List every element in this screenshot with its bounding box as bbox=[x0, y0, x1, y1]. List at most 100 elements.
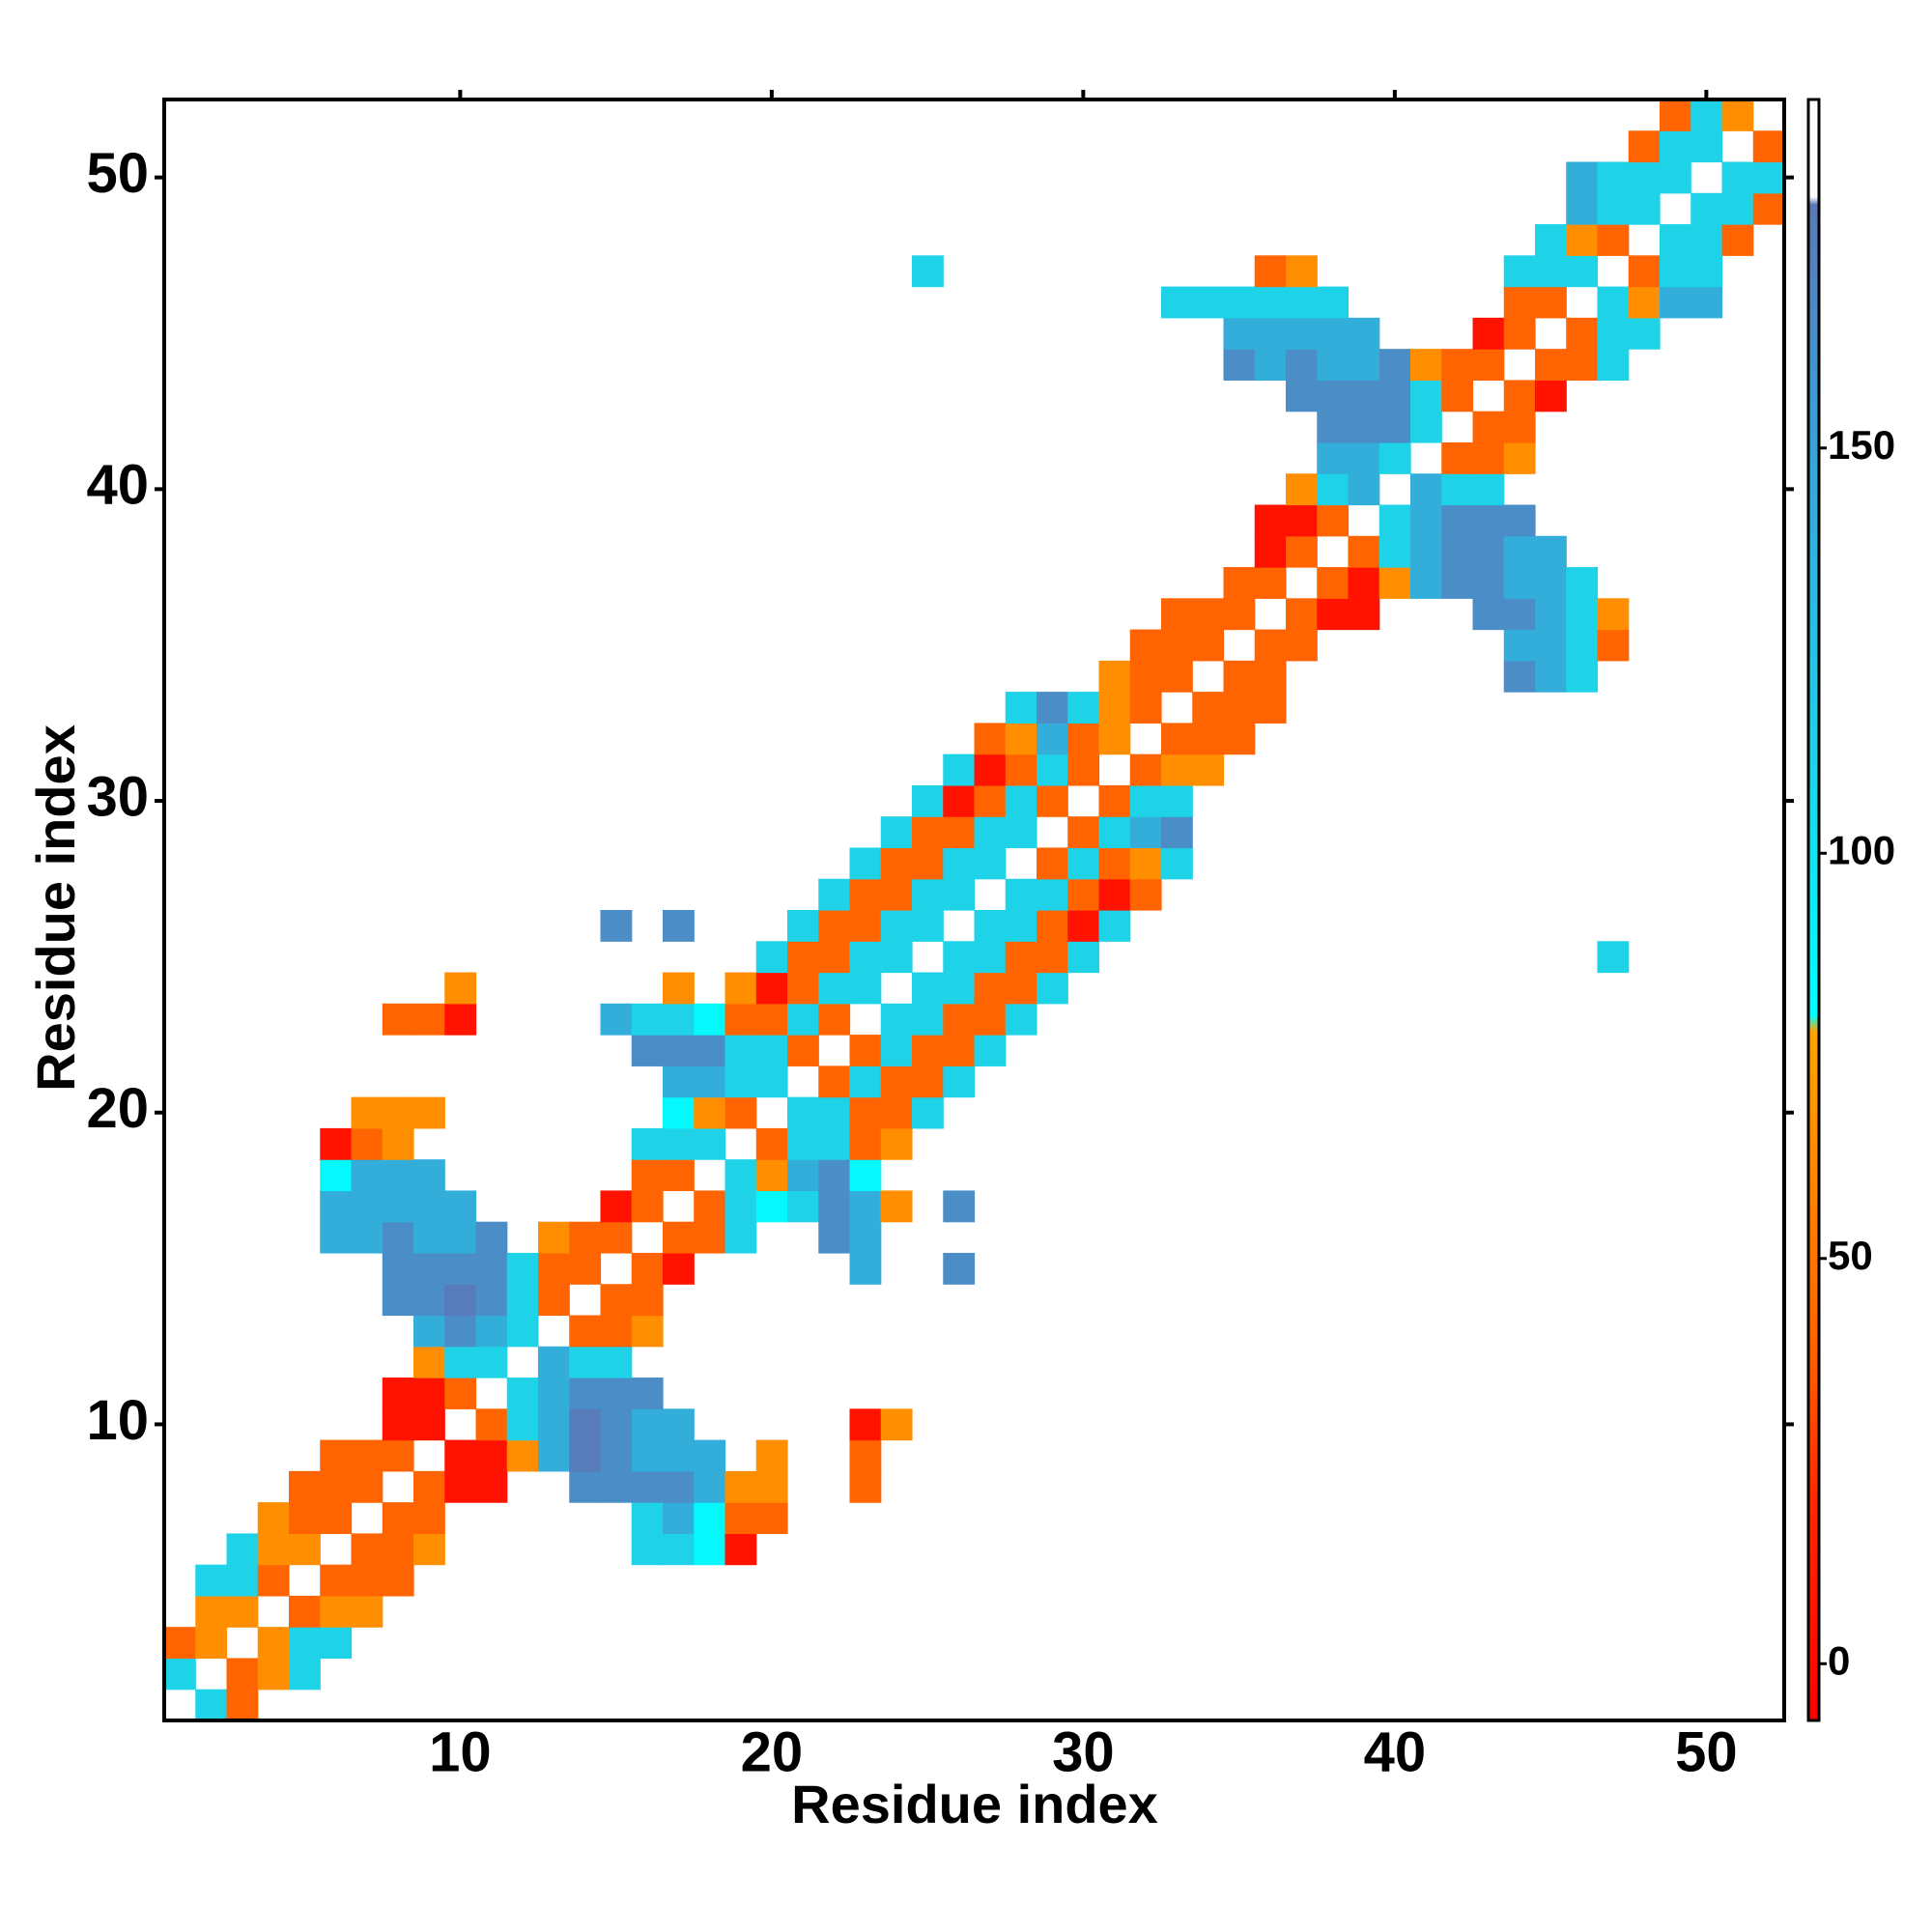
heatmap-cell bbox=[631, 1315, 664, 1348]
heatmap-cell bbox=[506, 1252, 539, 1285]
heatmap-cell bbox=[912, 847, 944, 880]
heatmap-cell bbox=[1441, 473, 1474, 506]
heatmap-cell bbox=[600, 1408, 633, 1441]
heatmap-cell bbox=[444, 1252, 477, 1285]
heatmap-cell bbox=[257, 1658, 290, 1690]
heatmap-cell bbox=[475, 1284, 508, 1317]
heatmap-cell bbox=[1286, 317, 1318, 350]
heatmap-cell bbox=[787, 1003, 819, 1036]
heatmap-cell bbox=[1378, 567, 1411, 599]
heatmap-cell bbox=[943, 753, 976, 786]
heatmap-cell bbox=[289, 1658, 321, 1690]
heatmap-cell bbox=[1410, 380, 1442, 412]
heatmap-cell bbox=[1628, 130, 1661, 163]
heatmap-cell bbox=[755, 1127, 788, 1160]
heatmap-cell bbox=[1005, 723, 1037, 755]
heatmap-cell bbox=[1472, 567, 1505, 599]
heatmap-cell bbox=[1410, 473, 1442, 506]
heatmap-cell bbox=[1441, 349, 1474, 382]
heatmap-cell bbox=[1005, 692, 1037, 724]
heatmap-cell bbox=[164, 1627, 196, 1660]
heatmap-cell bbox=[1441, 504, 1474, 537]
heatmap-cell bbox=[382, 1159, 414, 1192]
heatmap-cell bbox=[1223, 286, 1256, 319]
heatmap-cell bbox=[569, 1346, 602, 1378]
heatmap-cell bbox=[1378, 441, 1411, 474]
heatmap-cell bbox=[1161, 753, 1193, 786]
heatmap-cell bbox=[755, 1003, 788, 1036]
heatmap-cell bbox=[195, 1595, 228, 1628]
colorbar-tick-label: 0 bbox=[1828, 1637, 1850, 1683]
heatmap-cell bbox=[1286, 255, 1318, 288]
heatmap-cell bbox=[631, 1408, 664, 1441]
heatmap-cell bbox=[382, 1096, 414, 1129]
heatmap-cell bbox=[413, 1221, 445, 1254]
heatmap-cell bbox=[880, 816, 913, 849]
heatmap-cell bbox=[755, 1502, 788, 1534]
heatmap-cell bbox=[631, 1533, 664, 1566]
y-axis-title: Residue index bbox=[25, 724, 86, 1092]
heatmap-cell bbox=[538, 1408, 570, 1441]
heatmap-cell bbox=[787, 1159, 819, 1192]
heatmap-cell bbox=[1286, 504, 1318, 537]
heatmap-cell bbox=[1472, 535, 1505, 568]
heatmap-cell bbox=[1535, 286, 1567, 319]
heatmap-cell bbox=[1472, 411, 1505, 443]
heatmap-cell bbox=[818, 941, 851, 974]
heatmap-cell bbox=[1472, 598, 1505, 631]
heatmap-cell bbox=[600, 1439, 633, 1472]
heatmap-cell bbox=[226, 1595, 259, 1628]
heatmap-cell bbox=[351, 1221, 384, 1254]
heatmap-cell bbox=[1410, 567, 1442, 599]
heatmap-cell bbox=[444, 1284, 477, 1317]
heatmap-cells bbox=[164, 99, 1785, 1721]
heatmap-cell bbox=[1254, 349, 1287, 382]
heatmap-cell bbox=[1037, 878, 1068, 911]
heatmap-cell bbox=[1348, 441, 1380, 474]
heatmap-cell bbox=[1317, 380, 1350, 412]
heatmap-cell bbox=[1410, 411, 1442, 443]
heatmap-cell bbox=[1690, 224, 1723, 256]
heatmap-cell bbox=[849, 972, 882, 1005]
heatmap-cell bbox=[694, 1221, 726, 1254]
heatmap-cell bbox=[382, 1502, 414, 1534]
colorbar-tick-label: 50 bbox=[1828, 1233, 1873, 1278]
heatmap-cell bbox=[413, 1096, 445, 1129]
heatmap-cell bbox=[320, 1221, 353, 1254]
heatmap-cell bbox=[1317, 598, 1350, 631]
heatmap-cell bbox=[1005, 753, 1037, 786]
heatmap-cell bbox=[880, 941, 913, 974]
heatmap-cell bbox=[1161, 660, 1193, 693]
heatmap-cell bbox=[1005, 972, 1037, 1005]
heatmap-cell bbox=[974, 941, 1007, 974]
heatmap-cell bbox=[1472, 441, 1505, 474]
heatmap-cell bbox=[1037, 784, 1068, 817]
heatmap-cell bbox=[849, 1252, 882, 1285]
heatmap-cell bbox=[444, 1439, 477, 1472]
heatmap-cell bbox=[974, 972, 1007, 1005]
heatmap-cell bbox=[1067, 692, 1100, 724]
heatmap-cell bbox=[631, 1284, 664, 1317]
heatmap-cell bbox=[1254, 286, 1287, 319]
heatmap-cell bbox=[1286, 473, 1318, 506]
heatmap-cell bbox=[663, 1065, 695, 1098]
heatmap-cell bbox=[694, 1127, 726, 1160]
heatmap-cell bbox=[1566, 255, 1599, 288]
heatmap-cell bbox=[1129, 847, 1162, 880]
heatmap-cell bbox=[506, 1378, 539, 1409]
heatmap-cell bbox=[1161, 847, 1193, 880]
heatmap-cell bbox=[1037, 972, 1068, 1005]
heatmap-cell bbox=[1597, 317, 1630, 350]
heatmap-cell bbox=[1378, 380, 1411, 412]
heatmap-cell bbox=[1535, 349, 1567, 382]
heatmap-cell bbox=[1628, 317, 1661, 350]
heatmap-cell bbox=[849, 1065, 882, 1098]
heatmap-cell bbox=[1192, 598, 1225, 631]
heatmap-cell bbox=[663, 1439, 695, 1472]
heatmap-cell bbox=[724, 972, 757, 1005]
heatmap-cell bbox=[1161, 723, 1193, 755]
heatmap-cell bbox=[289, 1470, 321, 1503]
heatmap-cell bbox=[1690, 192, 1723, 225]
heatmap-cell bbox=[1410, 535, 1442, 568]
heatmap-cell bbox=[257, 1564, 290, 1597]
